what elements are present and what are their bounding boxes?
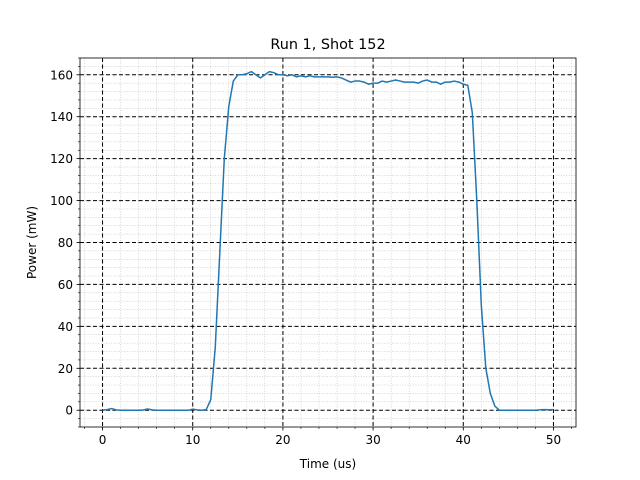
series-line bbox=[102, 70, 554, 411]
y-tick-label: 160 bbox=[50, 68, 73, 82]
y-tick-label: 120 bbox=[50, 152, 73, 166]
x-axis-title: Time (us) bbox=[299, 457, 356, 471]
chart-title: Run 1, Shot 152 bbox=[270, 37, 385, 53]
x-tick-label: 10 bbox=[185, 433, 200, 447]
y-tick-label: 20 bbox=[58, 362, 73, 376]
x-tick-label: 30 bbox=[365, 433, 380, 447]
y-tick-label: 60 bbox=[58, 278, 73, 292]
y-tick-label: 140 bbox=[50, 110, 73, 124]
y-axis-title: Power (mW) bbox=[25, 206, 39, 279]
tick-layer: 0 10 20 30 40 50 0 20 40 60 80 100 120 140 160 bbox=[50, 57, 572, 447]
major-grid bbox=[80, 58, 576, 427]
x-tick-label: 40 bbox=[456, 433, 471, 447]
y-tick-label: 80 bbox=[58, 236, 73, 250]
x-tick-label: 50 bbox=[546, 433, 561, 447]
series-layer bbox=[102, 70, 554, 411]
y-tick-label: 0 bbox=[65, 404, 73, 418]
x-tick-label: 0 bbox=[99, 433, 107, 447]
y-tick-label: 40 bbox=[58, 320, 73, 334]
x-tick-label: 20 bbox=[275, 433, 290, 447]
y-tick-label: 100 bbox=[50, 194, 73, 208]
